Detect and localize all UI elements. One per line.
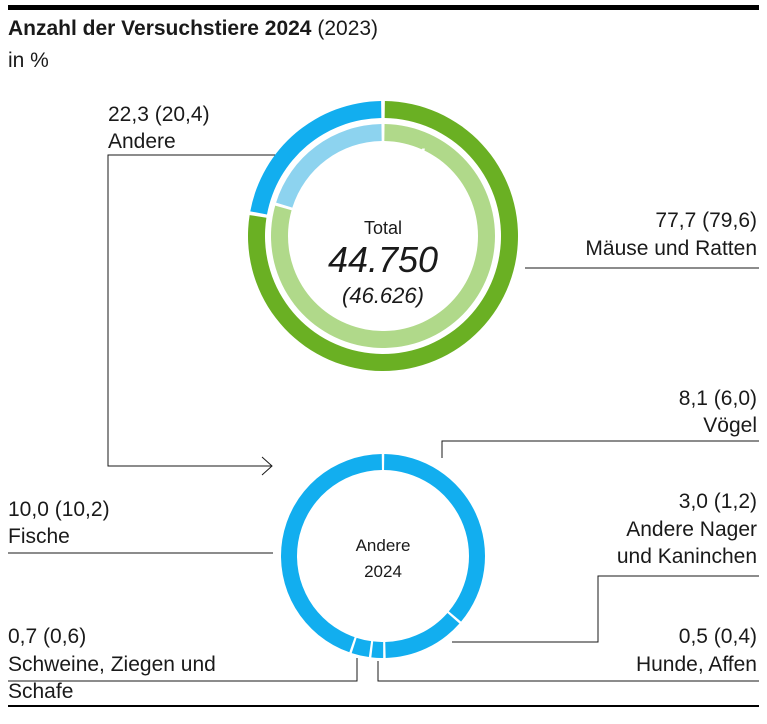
center-total-2024: 44.750 [328,239,438,280]
donut-total [248,101,518,372]
label-maeuse-text: Mäuse und Ratten [585,237,757,260]
donut-andere [280,454,486,658]
top-rule [8,5,759,10]
slice-andere-2023 [276,124,382,208]
chart-title: Anzahl der Versuchstiere 2024 (2023) [8,16,378,42]
ring-label-2023: 2023 [393,173,425,189]
label-voegel-value: 8,1 (6,0) [679,387,757,410]
arrow-head [261,456,273,476]
leader-hunde [377,661,759,682]
label-nager-line1: Andere Nager [626,518,757,541]
leader-andere [107,154,291,467]
slice-voegel [384,454,486,622]
label-fische-value: 10,0 (10,2) [8,498,110,521]
label-schweine-line1: Schweine, Ziegen und [8,653,216,676]
label-nager-value: 3,0 (1,2) [679,490,757,513]
center-total-2023: (46.626) [342,283,424,308]
leader-voegel [441,440,759,458]
chart-title-comparison: (2023) [317,17,379,40]
slice-nager [385,612,460,658]
label-schweine-line2: Schafe [8,680,73,703]
label-schweine-value: 0,7 (0,6) [8,625,86,648]
label-maeuse-value: 77,7 (79,6) [655,209,757,232]
bottom-rule [8,705,759,707]
label-andere-text: Andere [108,130,176,153]
ring-label-2024: 2024 [393,145,425,161]
slice-hunde [371,641,384,658]
chart-subtitle: in % [8,49,49,72]
slice-schweine [351,637,372,658]
center-total-label: Total [364,218,402,238]
chart-title-bold: Anzahl der Versuchstiere 2024 [8,17,312,40]
leader-schweine [8,658,358,682]
center-andere-line1: Andere [356,536,411,555]
slice-andere-2024 [250,101,382,215]
label-nager-line2: und Kaninchen [617,545,757,568]
slice-fische [280,454,382,653]
center-andere-line2: 2024 [364,562,402,581]
leader-nager [452,575,759,643]
label-voegel-text: Vögel [703,414,757,437]
label-hunde-text: Hunde, Affen [636,653,757,676]
label-fische-text: Fische [8,525,70,548]
label-hunde-value: 0,5 (0,4) [679,625,757,648]
label-andere-value: 22,3 (20,4) [108,103,210,126]
